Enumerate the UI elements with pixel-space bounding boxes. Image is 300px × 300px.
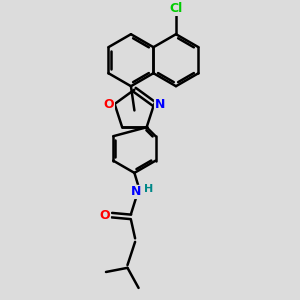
Text: N: N [154,98,165,110]
Text: H: H [144,184,153,194]
Text: N: N [131,185,142,198]
Text: O: O [100,209,110,222]
Text: Cl: Cl [169,2,183,15]
Text: O: O [104,98,114,110]
